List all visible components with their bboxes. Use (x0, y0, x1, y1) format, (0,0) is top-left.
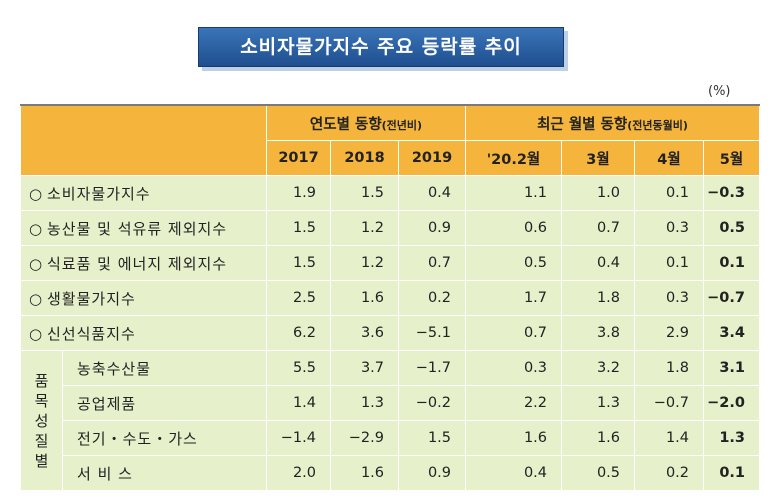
col-header: 3월 (561, 140, 635, 176)
cell-value: 1.7 (465, 280, 562, 316)
cell-value: 1.5 (266, 245, 331, 281)
cell-value: 0.7 (465, 315, 562, 351)
cell-value: 3.2 (561, 350, 635, 386)
cell-value: 1.2 (330, 210, 399, 246)
cell-value: 3.4 (703, 315, 760, 351)
cell-value: 0.1 (703, 245, 760, 281)
cell-value: 3.6 (330, 315, 399, 351)
cell-value: 1.6 (330, 280, 399, 316)
cell-value: 0.9 (398, 455, 466, 491)
header-corner (20, 104, 267, 176)
cell-value: 0.3 (465, 350, 562, 386)
cell-value: 0.4 (561, 245, 635, 281)
col-header: 2019 (398, 140, 466, 176)
header-monthly: 최근 월별 동향(전년동월비) (465, 104, 760, 141)
row-label: 서 비 스 (62, 455, 267, 491)
row-label: 농축수산물 (62, 350, 267, 386)
cell-value: 1.0 (561, 175, 635, 211)
cell-value: −0.2 (398, 385, 466, 421)
table-row: ○ 생활물가지수 2.5 1.6 0.2 1.7 1.8 0.3 −0.7 (20, 280, 760, 316)
cell-value: 1.5 (398, 420, 466, 456)
cell-value: 2.9 (634, 315, 704, 351)
table-row: 서 비 스 2.0 1.6 0.9 0.4 0.5 0.2 0.1 (21, 455, 760, 491)
cell-value: 2.0 (266, 455, 331, 491)
header-row-columns: 2017 2018 2019 '20.2월 3월 4월 5월 (21, 140, 760, 176)
cell-value: 0.1 (703, 455, 760, 491)
cell-value: 0.1 (634, 175, 704, 211)
cell-value: 1.4 (266, 385, 331, 421)
cell-value: −0.7 (634, 385, 704, 421)
cell-value: 0.3 (634, 280, 704, 316)
cell-value: 1.5 (266, 210, 331, 246)
page-title: 소비자물가지수 주요 등락률 추이 (240, 36, 522, 58)
cell-value: 0.7 (561, 210, 635, 246)
cell-value: 0.9 (398, 210, 466, 246)
cell-value: 1.2 (330, 245, 399, 281)
cell-value: 0.2 (634, 455, 704, 491)
cell-value: 0.5 (465, 245, 562, 281)
cell-value: −0.3 (703, 175, 760, 211)
cell-value: 0.4 (398, 175, 466, 211)
cell-value: −1.7 (398, 350, 466, 386)
cell-value: 0.2 (398, 280, 466, 316)
col-header: '20.2월 (465, 140, 562, 176)
cell-value: −0.7 (703, 280, 760, 316)
row-label: ○ 신선식품지수 (20, 315, 267, 351)
cell-value: 0.6 (465, 210, 562, 246)
row-label: 공업제품 (62, 385, 267, 421)
cell-value: −5.1 (398, 315, 466, 351)
table-row: ○ 농산물 및 석유류 제외지수 1.5 1.2 0.9 0.6 0.7 0.3 … (20, 210, 760, 246)
cell-value: 0.7 (398, 245, 466, 281)
cell-value: 1.9 (266, 175, 331, 211)
table-row: ○ 소비자물가지수 1.9 1.5 0.4 1.1 1.0 0.1 −0.3 (20, 175, 760, 211)
cell-value: 2.5 (266, 280, 331, 316)
cell-value: −1.4 (266, 420, 331, 456)
table-row: ○ 식료품 및 에너지 제외지수 1.5 1.2 0.7 0.5 0.4 0.1 … (20, 245, 760, 281)
header-yearly: 연도별 동향(전년비) (266, 104, 466, 141)
row-label: ○ 생활물가지수 (20, 280, 267, 316)
cell-value: 1.5 (330, 175, 399, 211)
cell-value: −2.0 (703, 385, 760, 421)
cell-value: 3.8 (561, 315, 635, 351)
row-label: ○ 식료품 및 에너지 제외지수 (20, 245, 267, 281)
cell-value: 0.5 (703, 210, 760, 246)
cpi-table: 연도별 동향(전년비) 최근 월별 동향(전년동월비) 2017 2018 20… (20, 104, 760, 491)
cell-value: 6.2 (266, 315, 331, 351)
table-row: ○ 신선식품지수 6.2 3.6 −5.1 0.7 3.8 2.9 3.4 (20, 315, 760, 351)
cell-value: 0.4 (465, 455, 562, 491)
col-header: 4월 (634, 140, 704, 176)
col-header: 2017 (266, 140, 331, 176)
col-header: 2018 (330, 140, 399, 176)
cell-value: 1.3 (330, 385, 399, 421)
cell-value: 5.5 (266, 350, 331, 386)
unit-label: (%) (708, 84, 731, 99)
cell-value: 1.6 (330, 455, 399, 491)
cell-value: 3.7 (330, 350, 399, 386)
cell-value: 0.5 (561, 455, 635, 491)
row-label: ○ 소비자물가지수 (20, 175, 267, 211)
cell-value: 1.3 (703, 420, 760, 456)
table-row: 공업제품 1.4 1.3 −0.2 2.2 1.3 −0.7 −2.0 (21, 385, 760, 421)
row-label: ○ 농산물 및 석유류 제외지수 (20, 210, 267, 246)
cell-value: 3.1 (703, 350, 760, 386)
row-label: 전기・수도・가스 (62, 420, 267, 456)
cell-value: 1.8 (634, 350, 704, 386)
cell-value: 2.2 (465, 385, 562, 421)
cell-value: 1.8 (561, 280, 635, 316)
table-row: 전기・수도・가스 −1.4 −2.9 1.5 1.6 1.6 1.4 1.3 (21, 420, 760, 456)
cell-value: 0.1 (634, 245, 704, 281)
cell-value: 1.1 (465, 175, 562, 211)
cell-value: 1.6 (561, 420, 635, 456)
cell-value: −2.9 (330, 420, 399, 456)
title-banner: 소비자물가지수 주요 등락률 추이 (198, 27, 564, 67)
cell-value: 1.3 (561, 385, 635, 421)
cell-value: 1.6 (465, 420, 562, 456)
cell-value: 0.3 (634, 210, 704, 246)
col-header: 5월 (703, 140, 760, 176)
cell-value: 1.4 (634, 420, 704, 456)
header-row-groups: 연도별 동향(전년비) 최근 월별 동향(전년동월비) (20, 104, 760, 176)
